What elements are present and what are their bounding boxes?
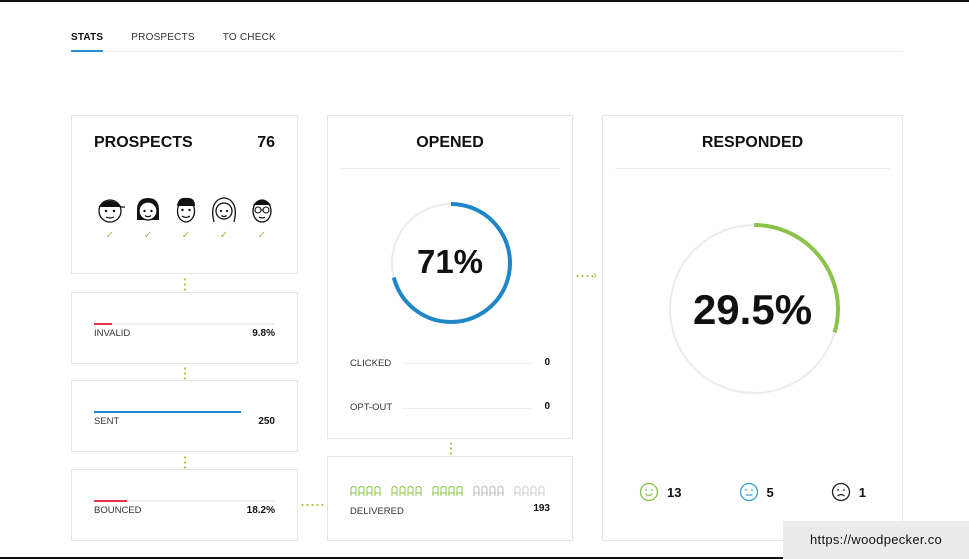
check-icon: ✓: [143, 230, 153, 241]
check-icon: ✓: [181, 230, 191, 241]
opened-card: OPENED 71% CLICKED 0 OPT-OUT 0: [327, 115, 573, 439]
responded-percent: 29.5%: [692, 286, 813, 333]
happy-count: 13: [667, 484, 682, 500]
divider: [615, 168, 890, 169]
face-woman-icon: [212, 197, 236, 223]
mood-neutral: 5: [739, 482, 774, 502]
divider: [340, 168, 560, 169]
check-icon: ✓: [105, 230, 115, 241]
bounced-bar-fill: [94, 500, 127, 502]
sent-value: 250: [258, 416, 275, 427]
response-moods: 13 5 1: [639, 482, 866, 502]
connector-dots: [184, 277, 186, 291]
prospect-avatar: ✓: [246, 194, 278, 241]
connector-dots: [450, 441, 452, 455]
opened-arc: [390, 202, 512, 324]
opened-ring: [390, 202, 512, 324]
invalid-card: INVALID 9.8%: [71, 292, 298, 364]
sent-label: SENT: [94, 416, 120, 427]
invalid-bar: [94, 323, 275, 325]
invalid-label: INVALID: [94, 328, 131, 339]
bounced-label: BOUNCED: [94, 505, 142, 516]
seat-group-icon: [432, 485, 463, 497]
sent-bar-fill: [94, 411, 241, 413]
face-glasses-icon: [252, 199, 272, 223]
tab-prospects[interactable]: PROSPECTS: [131, 32, 195, 43]
bounced-card: BOUNCED 18.2%: [71, 469, 298, 541]
responded-arc: [668, 223, 840, 395]
sad-face-icon: [831, 482, 850, 502]
connector-dots: [575, 275, 595, 277]
seat-group-icon: [350, 485, 381, 497]
opened-title: OPENED: [416, 134, 484, 151]
prospect-avatar: ✓: [132, 194, 164, 241]
happy-face-icon: [639, 482, 659, 502]
row-divider: [402, 363, 532, 364]
mood-happy: 13: [639, 482, 681, 502]
prospect-avatar: ✓: [208, 194, 240, 241]
face-cap-icon: [98, 199, 125, 223]
tab-bar: STATS PROSPECTS TO CHECK: [71, 30, 903, 52]
opt-out-value: 0: [544, 401, 550, 412]
neutral-face-icon: [739, 482, 758, 502]
connector-dots: [300, 504, 326, 506]
prospects-title: PROSPECTS: [94, 134, 193, 151]
check-icon: ✓: [219, 230, 229, 241]
invalid-bar-fill: [94, 323, 113, 325]
prospect-avatar: ✓: [94, 194, 126, 241]
prospects-card: PROSPECTS 76 ✓ ✓ ✓ ✓ ✓: [71, 115, 298, 274]
check-icon: ✓: [257, 230, 267, 241]
opened-percent: 71%: [416, 243, 484, 280]
neutral-count: 5: [766, 484, 774, 500]
delivered-label: DELIVERED: [350, 506, 404, 517]
responded-card: RESPONDED 29.5% 13 5 1: [602, 115, 903, 541]
clicked-label: CLICKED: [350, 358, 392, 369]
prospects-count: 76: [257, 134, 275, 151]
delivered-seats: [350, 485, 545, 497]
responded-title: RESPONDED: [701, 134, 804, 151]
tab-to-check[interactable]: TO CHECK: [222, 32, 276, 43]
face-girl-icon: [137, 198, 159, 221]
watermark-url: https://woodpecker.co: [783, 521, 969, 559]
prospect-avatars: ✓ ✓ ✓ ✓ ✓: [94, 194, 278, 241]
delivered-card: DELIVERED 193: [327, 456, 573, 541]
responded-ring: [668, 223, 840, 395]
opt-out-label: OPT-OUT: [350, 402, 393, 413]
sent-card: SENT 250: [71, 380, 298, 452]
face-man-icon: [176, 197, 196, 223]
invalid-value: 9.8%: [252, 328, 275, 339]
seat-group-icon: [473, 485, 504, 497]
connector-dots: [184, 366, 186, 380]
seat-group-icon: [514, 485, 545, 497]
tab-stats[interactable]: STATS: [71, 30, 104, 52]
seat-group-icon: [391, 485, 422, 497]
mood-sad: 1: [831, 482, 866, 502]
sent-bar: [94, 411, 241, 413]
connector-dots: [184, 455, 186, 469]
sad-count: 1: [858, 484, 866, 500]
chevron-right-icon: ›: [593, 268, 597, 282]
bounced-value: 18.2%: [246, 505, 275, 516]
prospect-avatar: ✓: [170, 194, 202, 241]
bounced-bar: [94, 500, 275, 502]
clicked-value: 0: [544, 357, 550, 368]
delivered-value: 193: [533, 503, 550, 514]
row-divider: [402, 408, 532, 409]
